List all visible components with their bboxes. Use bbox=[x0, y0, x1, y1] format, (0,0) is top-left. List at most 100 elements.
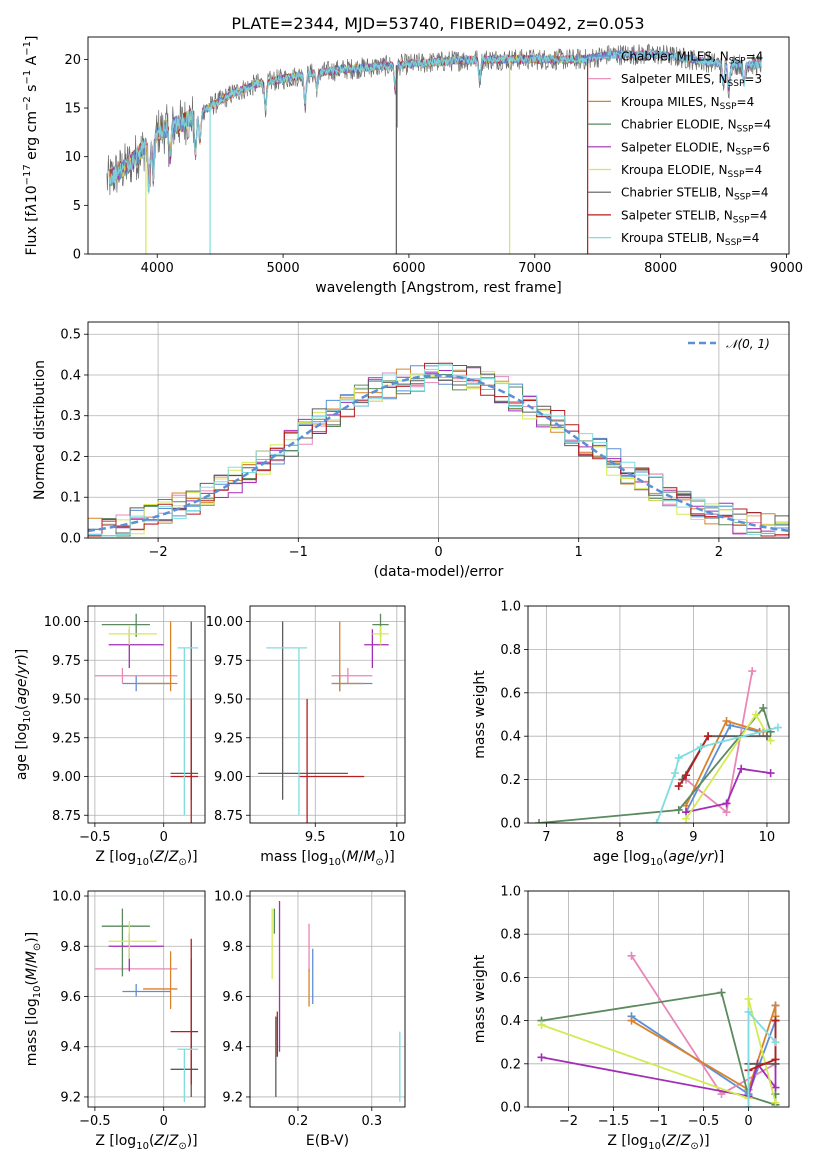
panel-weight_vs_Z: −2 −1.5 −1 −0.5 0 0.0 0.2 0.4 0.6 0.8 1.0 Z [log10(… bbox=[472, 885, 790, 1152]
y-axis-label: mass [log10(M/M⊙)] bbox=[24, 932, 43, 1067]
data-point bbox=[535, 819, 544, 823]
y-tick-label: 9.00 bbox=[214, 770, 243, 785]
y-tick-label: 5 bbox=[73, 199, 81, 214]
data-point bbox=[627, 951, 636, 960]
panel-mass_vs_Z: −0.5 0 9.2 9.4 9.6 9.8 10.0 Z [log10(Z/Z⊙)] mass… bbox=[24, 890, 206, 1152]
y-tick-label: 0.1 bbox=[60, 491, 81, 506]
plot-area bbox=[94, 908, 199, 1102]
panel-age_vs_Z: −0.5 0 8.75 9.00 9.25 9.50 9.75 10.00 Z [log10(Z… bbox=[14, 605, 206, 868]
x-tick-label: −1.5 bbox=[598, 1114, 630, 1129]
y-tick-label: 9.75 bbox=[214, 654, 243, 669]
y-tick-label: 9.25 bbox=[52, 731, 81, 746]
normal-curve bbox=[88, 374, 789, 533]
y-tick-label: 9.00 bbox=[52, 770, 81, 785]
plot-area bbox=[94, 613, 199, 823]
x-tick-label: 0 bbox=[744, 1114, 752, 1129]
x-tick-label: 5000 bbox=[267, 261, 300, 276]
y-tick-label: 0.2 bbox=[60, 450, 81, 465]
panel-age_vs_mass: 9.5 10 8.75 9.00 9.25 9.50 9.75 10.00 mass [log1… bbox=[206, 605, 406, 868]
y-tick-label: 0.4 bbox=[60, 368, 81, 383]
y-tick-label: 1.0 bbox=[500, 885, 521, 900]
data-point bbox=[674, 782, 683, 791]
axes-frame bbox=[87, 36, 790, 255]
data-point bbox=[737, 764, 746, 773]
series-chab_elodie bbox=[538, 706, 772, 823]
axes-frame bbox=[527, 890, 790, 1108]
data-point bbox=[696, 743, 705, 752]
y-tick-label: 10.00 bbox=[206, 615, 243, 630]
data-point bbox=[744, 1103, 753, 1107]
x-tick-label: 10 bbox=[759, 830, 776, 845]
figure-title: PLATE=2344, MJD=53740, FIBERID=0492, z=0… bbox=[231, 14, 644, 33]
x-axis-label: Z [log10(Z/Z⊙)] bbox=[95, 1133, 197, 1152]
data-point bbox=[762, 732, 771, 741]
y-tick-label: 1.0 bbox=[500, 600, 521, 615]
y-axis-label: age [log10(age/yr)] bbox=[14, 649, 33, 780]
x-tick-label: 1 bbox=[575, 545, 583, 560]
y-tick-label: 0.0 bbox=[500, 1101, 521, 1116]
legend-label: 𝒩(0, 1) bbox=[726, 337, 770, 351]
x-axis-label: wavelength [Angstrom, rest frame] bbox=[315, 280, 561, 296]
x-tick-label: 8000 bbox=[644, 261, 677, 276]
legend-label: Chabrier STELIB, NSSP=4 bbox=[621, 186, 769, 203]
y-tick-label: 9.2 bbox=[60, 1090, 81, 1105]
x-axis-label: (data-model)/error bbox=[374, 564, 504, 580]
data-point bbox=[674, 753, 683, 762]
y-axis-label: mass weight bbox=[472, 954, 488, 1043]
plot-area bbox=[535, 667, 782, 823]
data-point bbox=[771, 1098, 780, 1107]
data-point bbox=[537, 1053, 546, 1062]
y-axis-label: mass weight bbox=[472, 670, 488, 759]
x-axis-label: Z [log10(Z/Z⊙)] bbox=[95, 849, 197, 868]
x-tick-label: 9 bbox=[689, 830, 697, 845]
data-point bbox=[751, 710, 760, 719]
data-point bbox=[671, 769, 680, 778]
legend-label: Kroupa ELODIE, NSSP=4 bbox=[621, 163, 762, 180]
data-point bbox=[771, 1016, 780, 1025]
series-salp_elodie bbox=[685, 767, 771, 813]
y-tick-label: 10.0 bbox=[52, 890, 81, 905]
x-tick-label: −0.5 bbox=[79, 1114, 111, 1129]
y-tick-label: 9.4 bbox=[222, 1040, 243, 1055]
legend-label: Salpeter STELIB, NSSP=4 bbox=[621, 208, 767, 225]
axes-frame bbox=[527, 605, 790, 824]
y-axis-label: Normed distribution bbox=[32, 360, 48, 500]
y-tick-label: 9.6 bbox=[60, 990, 81, 1005]
y-tick-label: 9.75 bbox=[52, 654, 81, 669]
axes-frame bbox=[87, 605, 206, 824]
x-tick-label: 9000 bbox=[770, 261, 803, 276]
y-tick-label: 8.75 bbox=[52, 809, 81, 824]
grid bbox=[250, 606, 405, 823]
data-point bbox=[652, 819, 661, 823]
ticks: 0.2 0.3 9.2 9.4 9.6 9.8 10.0 bbox=[214, 890, 382, 1129]
panel-residuals: −2 −1 0 1 2 0.0 0.1 0.2 0.3 0.4 0.5 (data-model)/er… bbox=[32, 321, 790, 580]
data-point bbox=[771, 1055, 780, 1064]
data-point bbox=[722, 808, 731, 817]
ticks: −0.5 0 8.75 9.00 9.25 9.50 9.75 10.00 bbox=[44, 615, 168, 845]
data-point bbox=[771, 1083, 780, 1092]
x-tick-label: −2 bbox=[559, 1114, 578, 1129]
x-tick-label: 2 bbox=[715, 545, 723, 560]
y-tick-label: 15 bbox=[64, 102, 81, 117]
grid bbox=[88, 322, 789, 539]
x-tick-label: −0.5 bbox=[79, 830, 111, 845]
x-axis-label: Z [log10(Z/Z⊙)] bbox=[607, 1133, 709, 1152]
plot-area bbox=[258, 613, 389, 823]
legend-label: Kroupa MILES, NSSP=4 bbox=[621, 95, 754, 112]
legend-label: Salpeter MILES, NSSP=3 bbox=[621, 72, 762, 89]
x-tick-label: −0.5 bbox=[688, 1114, 720, 1129]
data-point bbox=[674, 805, 683, 814]
y-tick-label: 8.75 bbox=[214, 809, 243, 824]
y-tick-label: 0.6 bbox=[500, 686, 521, 701]
panel-weight_vs_age: 7 8 9 10 0.0 0.2 0.4 0.6 0.8 1.0 age [log10(age/yr… bbox=[472, 600, 790, 868]
data-point bbox=[537, 1020, 546, 1029]
y-tick-label: 10.0 bbox=[214, 890, 243, 905]
y-tick-label: 0.6 bbox=[500, 971, 521, 986]
ticks: −2 −1.5 −1 −0.5 0 0.0 0.2 0.4 0.6 0.8 1.0 bbox=[500, 885, 752, 1130]
x-tick-label: 7000 bbox=[518, 261, 551, 276]
data-point bbox=[744, 1007, 753, 1016]
y-tick-label: 0.4 bbox=[500, 730, 521, 745]
data-point bbox=[744, 995, 753, 1003]
x-tick-label: 10 bbox=[389, 830, 406, 845]
y-tick-label: 0.8 bbox=[500, 928, 521, 943]
